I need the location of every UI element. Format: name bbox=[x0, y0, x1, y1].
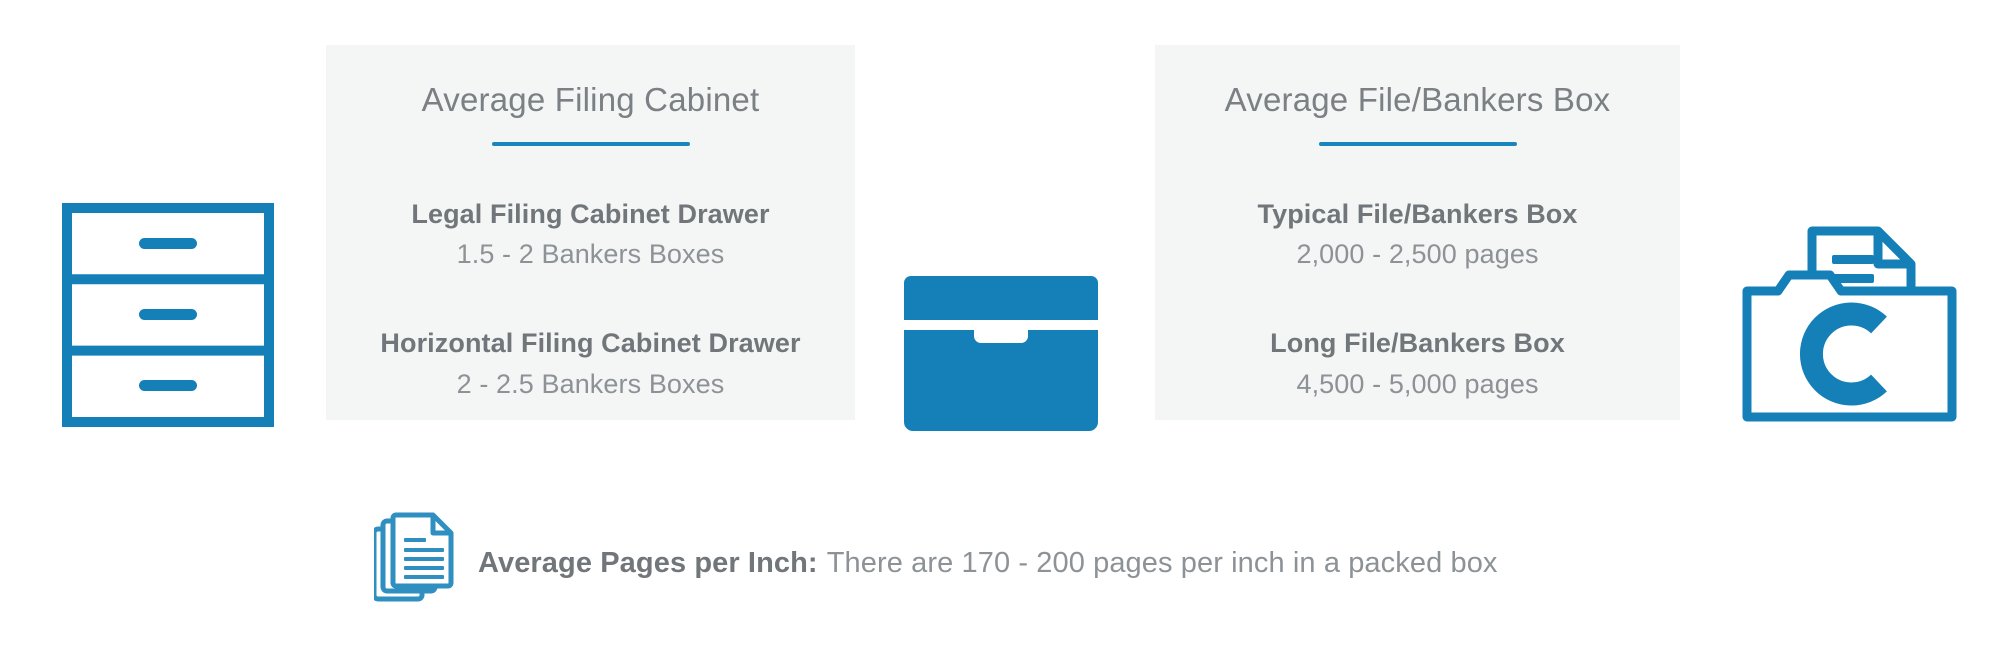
row-label: Horizontal Filing Cabinet Drawer bbox=[380, 328, 801, 359]
footnote: Average Pages per Inch: There are 170 - … bbox=[478, 541, 1498, 585]
filing-cabinet-icon bbox=[62, 203, 274, 427]
card-row-list: Legal Filing Cabinet Drawer 1.5 - 2 Bank… bbox=[326, 198, 855, 402]
row-value: 2 - 2.5 Bankers Boxes bbox=[456, 368, 725, 399]
bankers-box-icon bbox=[904, 276, 1098, 431]
row-label: Typical File/Bankers Box bbox=[1257, 198, 1578, 229]
card-title: Average Filing Cabinet bbox=[421, 81, 760, 118]
row-value: 4,500 - 5,000 pages bbox=[1296, 368, 1539, 399]
row-label: Long File/Bankers Box bbox=[1270, 328, 1565, 359]
row-value: 2,000 - 2,500 pages bbox=[1296, 239, 1539, 270]
row-label: Legal Filing Cabinet Drawer bbox=[411, 198, 770, 229]
card-average-filing-cabinet: Average Filing Cabinet Legal Filing Cabi… bbox=[326, 45, 855, 420]
title-underline-rule bbox=[1318, 141, 1517, 146]
title-underline-rule bbox=[491, 141, 690, 146]
card-average-file-bankers-box: Average File/Bankers Box Typical File/Ba… bbox=[1155, 45, 1680, 420]
card-row: Long File/Bankers Box 4,500 - 5,000 page… bbox=[1155, 327, 1680, 402]
card-row: Horizontal Filing Cabinet Drawer 2 - 2.5… bbox=[326, 327, 855, 402]
row-value: 1.5 - 2 Bankers Boxes bbox=[456, 239, 725, 270]
footnote-description: There are 170 - 200 pages per inch in a … bbox=[826, 546, 1498, 579]
card-title: Average File/Bankers Box bbox=[1224, 81, 1611, 118]
footnote-label: Average Pages per Inch: bbox=[478, 546, 818, 579]
card-row: Legal Filing Cabinet Drawer 1.5 - 2 Bank… bbox=[326, 198, 855, 273]
paper-stack-icon bbox=[374, 512, 454, 602]
card-row-list: Typical File/Bankers Box 2,000 - 2,500 p… bbox=[1155, 198, 1680, 402]
card-row: Typical File/Bankers Box 2,000 - 2,500 p… bbox=[1155, 198, 1680, 273]
folder-document-c-icon bbox=[1742, 226, 1957, 422]
